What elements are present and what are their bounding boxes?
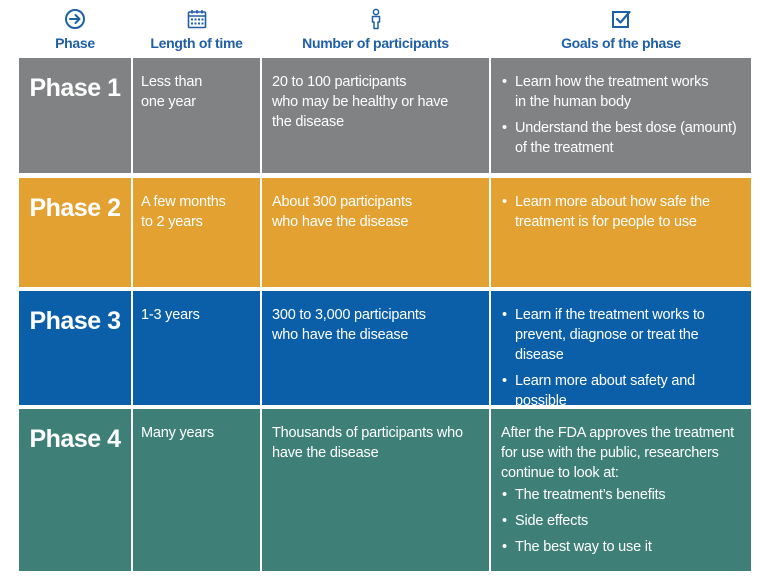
participants-text: Thousands of participants who have the di… [272, 425, 463, 461]
header-participants-label: Number of participants [302, 35, 449, 51]
participants-cell: About 300 participants who have the disea… [262, 178, 489, 287]
goal-item: Side effects [501, 511, 743, 531]
column-divider [260, 409, 262, 571]
column-divider [489, 178, 491, 287]
arrow-circle-icon [65, 9, 85, 29]
length-cell: 1-3 years [133, 291, 260, 405]
table-row: Phase 3 1-3 years 300 to 3,000 participant… [19, 291, 751, 429]
header-phase-label: Phase [55, 35, 95, 51]
column-divider [131, 58, 133, 173]
column-divider [131, 291, 133, 405]
phase-name: Phase 1 [29, 74, 121, 102]
column-divider [131, 178, 133, 287]
table-row: Phase 1 Less than one year 20 to 100 partic… [19, 58, 751, 173]
header-participants: Number of participants [262, 0, 489, 56]
header-goals-label: Goals of the phase [561, 35, 681, 51]
length-text: Many years [141, 425, 214, 441]
goal-item: Learn if the treatment works toprevent, … [501, 305, 743, 365]
phase-cell: Phase 1 [19, 58, 131, 173]
column-divider [260, 178, 262, 287]
phase-name: Phase 4 [29, 425, 121, 453]
table-header: Phase Length of time Number of participa… [0, 0, 768, 56]
participants-text: 300 to 3,000 participants who have the di… [272, 307, 426, 343]
person-icon [371, 8, 380, 30]
goal-item: Understand the best dose (amount)of the … [501, 118, 743, 158]
goals-cell: Learn if the treatment works toprevent, … [491, 291, 751, 429]
goals-list: The treatment’s benefits Side effects The … [501, 485, 743, 557]
length-text: Less than one year [141, 74, 203, 110]
goal-item: The treatment’s benefits [501, 485, 743, 505]
header-length: Length of time [133, 0, 260, 56]
table-row: Phase 4 Many years Thousands of participan… [19, 409, 751, 571]
phase-cell: Phase 3 [19, 291, 131, 405]
length-text: A few months to 2 years [141, 194, 226, 230]
calendar-icon [187, 10, 206, 29]
column-divider [489, 58, 491, 173]
phase-name: Phase 3 [29, 307, 121, 335]
length-cell: A few months to 2 years [133, 178, 260, 287]
participants-cell: Thousands of participants who have the di… [262, 409, 489, 571]
goals-text: After the FDA approves the treatment for … [501, 423, 743, 563]
goal-item: The best way to use it [501, 537, 743, 557]
participants-text: 20 to 100 participants who may be healthy… [272, 74, 449, 130]
header-goals: Goals of the phase [491, 0, 751, 56]
column-divider [489, 409, 491, 571]
length-cell: Many years [133, 409, 260, 571]
goals-intro: After the FDA approves the treatment for … [501, 425, 734, 481]
column-divider [489, 291, 491, 405]
goals-cell: After the FDA approves the treatment for … [491, 409, 751, 571]
length-text: 1-3 years [141, 307, 200, 323]
column-divider [260, 58, 262, 173]
length-cell: Less than one year [133, 58, 260, 173]
column-divider [260, 291, 262, 405]
participants-cell: 20 to 100 participants who may be healthy… [262, 58, 489, 173]
column-divider [131, 409, 133, 571]
phase-cell: Phase 2 [19, 178, 131, 287]
phase-cell: Phase 4 [19, 409, 131, 571]
checkbox-icon [612, 10, 631, 28]
table-row: Phase 2 A few months to 2 years About 300 p… [19, 178, 751, 287]
participants-cell: 300 to 3,000 participants who have the di… [262, 291, 489, 405]
header-phase: Phase [19, 0, 131, 56]
phase-name: Phase 2 [29, 194, 121, 222]
header-length-label: Length of time [150, 35, 243, 51]
participants-text: About 300 participants who have the disea… [272, 194, 412, 230]
